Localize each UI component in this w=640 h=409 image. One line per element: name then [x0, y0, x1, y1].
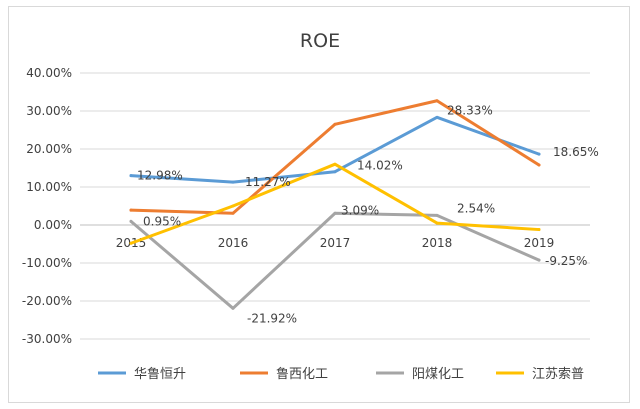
data-label: 2.54% — [457, 201, 495, 215]
data-point — [435, 115, 439, 119]
data-label: 28.33% — [447, 103, 493, 117]
data-point — [129, 208, 133, 212]
data-point — [435, 221, 439, 225]
x-tick-label: 2016 — [218, 236, 249, 250]
data-point — [333, 211, 337, 215]
data-point — [129, 241, 133, 245]
legend-label: 江苏索普 — [532, 366, 584, 382]
data-point — [231, 306, 235, 310]
data-point — [333, 170, 337, 174]
legend-label: 鲁西化工 — [276, 367, 328, 382]
data-label: -21.92% — [247, 311, 297, 325]
data-label: 0.95% — [143, 214, 181, 228]
chart-title: ROE — [300, 30, 340, 52]
data-point — [537, 258, 541, 262]
data-point — [129, 174, 133, 178]
legend-label: 华鲁恒升 — [134, 367, 186, 382]
data-point — [231, 180, 235, 184]
data-point — [129, 219, 133, 223]
data-label: 18.65% — [553, 145, 599, 159]
x-tick-label: 2019 — [524, 236, 555, 250]
data-point — [435, 99, 439, 103]
data-point — [537, 228, 541, 232]
data-point — [231, 211, 235, 215]
y-tick-label: -30.00% — [22, 332, 72, 346]
series-line-3 — [129, 211, 541, 310]
y-tick-label: -20.00% — [22, 294, 72, 308]
y-tick-label: 20.00% — [26, 142, 72, 156]
chart-frame — [8, 6, 630, 403]
x-tick-label: 2018 — [422, 236, 453, 250]
data-point — [333, 122, 337, 126]
series-line-2 — [129, 99, 541, 215]
y-tick-label: 0.00% — [34, 218, 72, 232]
data-point — [537, 163, 541, 167]
y-tick-label: 10.00% — [26, 180, 72, 194]
data-point — [435, 213, 439, 217]
y-tick-label: 40.00% — [26, 66, 72, 80]
x-tick-label: 2017 — [320, 236, 351, 250]
data-label: -9.25% — [545, 254, 587, 268]
data-label: 14.02% — [357, 159, 403, 173]
legend-label: 阳煤化工 — [412, 367, 464, 382]
data-label: 3.09% — [341, 203, 379, 217]
data-label: 12.98% — [137, 169, 183, 183]
y-tick-label: -10.00% — [22, 256, 72, 270]
data-point — [537, 152, 541, 156]
y-tick-label: 30.00% — [26, 104, 72, 118]
data-point — [333, 162, 337, 166]
data-label: 11.27% — [245, 175, 291, 189]
data-point — [231, 204, 235, 208]
